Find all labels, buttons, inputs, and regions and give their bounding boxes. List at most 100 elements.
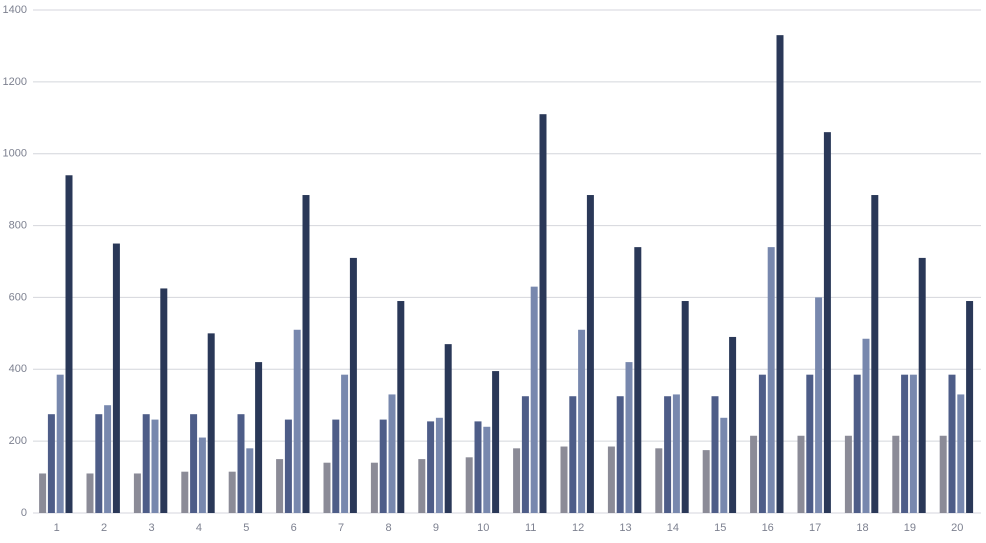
bar xyxy=(948,374,956,513)
bar xyxy=(323,462,331,513)
bar xyxy=(892,435,900,513)
y-tick-label: 1000 xyxy=(3,148,27,160)
x-tick-label: 14 xyxy=(667,522,679,534)
bar xyxy=(190,414,198,513)
bar xyxy=(702,450,710,513)
bar xyxy=(104,405,112,513)
bar xyxy=(95,414,103,513)
bar xyxy=(207,333,215,513)
x-tick-label: 17 xyxy=(809,522,821,534)
bar xyxy=(228,471,236,513)
bar xyxy=(112,243,120,514)
bar xyxy=(672,394,680,513)
y-tick-label: 600 xyxy=(9,291,27,303)
bar xyxy=(198,437,206,513)
bar xyxy=(539,114,547,513)
x-tick-label: 18 xyxy=(856,522,868,534)
bar xyxy=(530,286,538,513)
y-tick-label: 200 xyxy=(9,435,27,447)
bar xyxy=(379,419,387,513)
bar xyxy=(957,394,965,513)
bar xyxy=(681,301,689,513)
bar xyxy=(823,132,831,513)
x-tick-label: 11 xyxy=(525,522,536,534)
x-tick-label: 13 xyxy=(619,522,631,534)
x-tick-label: 4 xyxy=(196,522,202,534)
bar xyxy=(65,175,73,513)
bar xyxy=(513,448,521,513)
bar xyxy=(625,362,633,513)
bar xyxy=(664,396,672,513)
bar xyxy=(465,457,473,513)
bar xyxy=(133,473,141,513)
x-tick-label: 2 xyxy=(101,522,107,534)
bar xyxy=(332,419,340,513)
bar xyxy=(246,448,254,513)
bar xyxy=(871,195,879,513)
bar xyxy=(939,435,947,513)
bar xyxy=(427,421,435,513)
bar xyxy=(397,301,405,513)
x-tick-label: 20 xyxy=(951,522,963,534)
bar xyxy=(918,257,926,513)
bar xyxy=(797,435,805,513)
bar xyxy=(47,414,55,513)
bar xyxy=(729,336,737,513)
bar xyxy=(844,435,852,513)
bar xyxy=(655,448,663,513)
bar xyxy=(758,374,766,513)
bar xyxy=(293,329,301,513)
x-tick-label: 16 xyxy=(762,522,774,534)
bar xyxy=(56,374,64,513)
x-tick-label: 12 xyxy=(572,522,584,534)
bar xyxy=(349,257,357,513)
x-tick-label: 6 xyxy=(291,522,297,534)
x-tick-label: 7 xyxy=(338,522,344,534)
bar xyxy=(142,414,150,513)
bar xyxy=(909,374,917,513)
x-tick-label: 3 xyxy=(148,522,154,534)
bar xyxy=(586,195,594,513)
bar xyxy=(616,396,624,513)
bar xyxy=(483,426,491,513)
bar xyxy=(750,435,758,513)
y-tick-label: 1200 xyxy=(3,76,27,88)
x-tick-label: 10 xyxy=(477,522,489,534)
x-tick-label: 15 xyxy=(714,522,726,534)
bar xyxy=(388,394,396,513)
bar xyxy=(569,396,577,513)
bar xyxy=(776,35,784,514)
bar xyxy=(160,288,168,513)
bar xyxy=(607,446,615,513)
y-tick-label: 0 xyxy=(21,507,27,519)
x-tick-label: 1 xyxy=(54,522,60,534)
bar xyxy=(302,195,310,513)
bar xyxy=(341,374,349,513)
bar xyxy=(521,396,529,513)
bar xyxy=(284,419,292,513)
y-tick-label: 800 xyxy=(9,219,27,231)
bar xyxy=(711,396,719,513)
bar xyxy=(853,374,861,513)
x-tick-label: 9 xyxy=(433,522,439,534)
x-tick-label: 5 xyxy=(243,522,249,534)
x-tick-label: 19 xyxy=(904,522,916,534)
bar xyxy=(435,417,443,513)
y-tick-label: 1400 xyxy=(3,4,27,16)
bar xyxy=(418,459,426,513)
bar xyxy=(720,417,728,513)
bar xyxy=(634,247,642,513)
bar xyxy=(151,419,159,513)
bar xyxy=(901,374,909,513)
bar xyxy=(39,473,47,513)
bar xyxy=(806,374,814,513)
bar xyxy=(492,371,500,513)
bar xyxy=(181,471,189,513)
bar xyxy=(86,473,94,513)
bar xyxy=(767,247,775,513)
bar xyxy=(815,297,823,513)
bar xyxy=(255,362,263,513)
bar xyxy=(560,446,568,513)
y-tick-label: 400 xyxy=(9,363,27,375)
